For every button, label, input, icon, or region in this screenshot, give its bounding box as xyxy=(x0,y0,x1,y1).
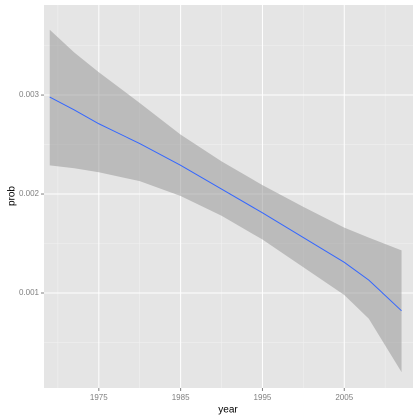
y-axis-title: prob xyxy=(7,186,18,206)
confidence-band xyxy=(49,29,402,373)
x-tick-label: 1975 xyxy=(90,393,108,402)
x-tick-label: 1995 xyxy=(254,393,272,402)
x-tick-label: 2005 xyxy=(335,393,353,402)
x-axis-title: year xyxy=(218,405,238,416)
smooth-line xyxy=(49,96,402,312)
y-tick-label: 0.003 xyxy=(19,90,40,99)
y-tick-label: 0.002 xyxy=(19,189,40,198)
y-tick-label: 0.001 xyxy=(19,288,40,297)
x-tick-label: 1985 xyxy=(172,393,190,402)
